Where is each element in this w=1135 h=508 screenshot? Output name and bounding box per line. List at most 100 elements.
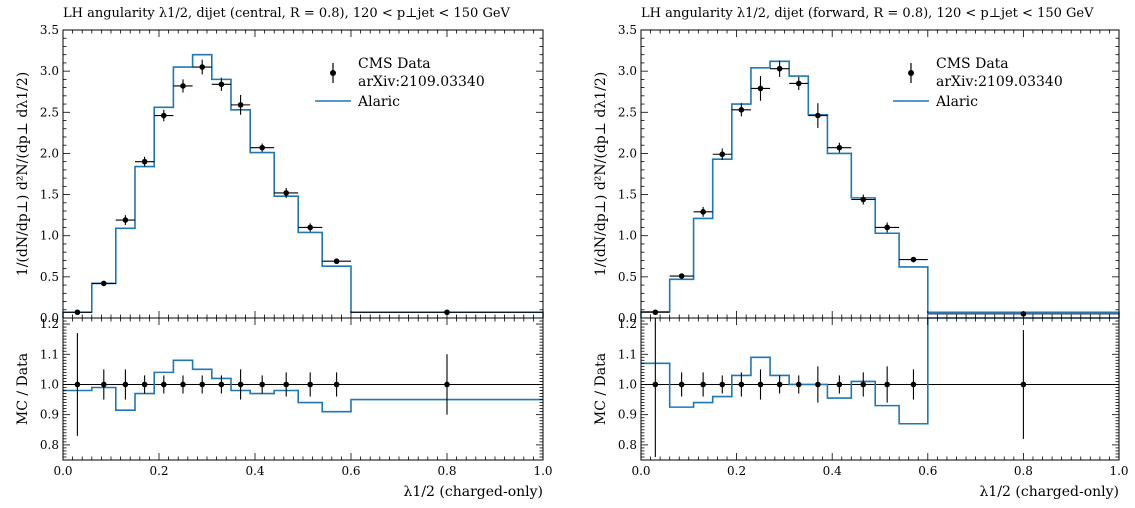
data-point [669,273,694,279]
data-marker [237,102,244,108]
ratio-point [122,369,129,400]
data-point [115,215,135,226]
ratio-marker [860,381,867,388]
data-point [641,309,670,316]
y-tick-label: 3.0 [40,64,59,78]
ratio-tick-label: 0.8 [40,438,59,452]
data-point [231,95,251,115]
data-point [808,103,828,128]
y-tick-label: 3.5 [618,23,637,37]
ratio-marker [199,381,205,388]
y-tick-label: 3.5 [40,23,59,37]
data-marker [700,209,706,215]
x-axis-label: λ1/2 (charged-only) [980,484,1119,500]
ratio-marker [101,381,107,388]
ratio-tick-label: 1.1 [40,347,59,361]
data-marker [678,273,685,279]
data-point [731,103,751,117]
data-point [211,77,231,91]
y-tick-label: 0.0 [40,311,59,325]
y-tick-label: 0.0 [618,311,637,325]
ratio-marker [283,381,290,388]
chart-panel-central: LH angularity λ1/2, dijet (central, R = … [15,6,553,500]
ratio-tick-label: 1.0 [40,377,59,391]
legend: CMS Data arXiv:2109.03340 Alaric [315,56,485,110]
x-tick-label: 0.0 [53,464,72,478]
data-point [693,206,713,217]
data-point [173,79,193,93]
data-marker [860,196,867,203]
ratio-point [101,369,107,400]
ratio-point [333,372,340,397]
ratio-tick-label: 1.0 [618,377,637,391]
ratio-point [757,369,764,400]
ratio-point [74,333,81,436]
y-tick-label: 2.5 [618,105,637,119]
y-tick-label: 2.5 [40,105,59,119]
legend-mc-label: Alaric [357,94,400,110]
ratio-tick-label: 1.2 [40,317,59,331]
data-marker [307,224,314,231]
y-tick-label: 2.0 [40,146,59,160]
data-marker [719,151,726,158]
ratio-point [161,375,167,394]
legend-reference-label: arXiv:2109.03340 [936,74,1063,90]
legend-data-marker [330,70,336,76]
legend: CMS Data arXiv:2109.03340 Alaric [893,56,1063,110]
y-axis-label: 1/(dN/dp⊥) d²N/(dp⊥ dλ1/2) [593,72,609,276]
ratio-point [218,375,225,394]
data-marker [795,80,802,87]
ratio-marker [719,381,726,388]
data-marker [333,258,340,265]
data-marker [259,144,266,151]
y-tick-label: 0.5 [618,270,637,284]
y-tick-label: 0.5 [40,270,59,284]
data-marker [101,280,107,287]
data-point [875,222,900,233]
data-point [192,59,212,75]
ratio-mc-line [641,317,1119,425]
legend-data-label: CMS Data [358,56,431,72]
data-marker [74,309,81,316]
data-marker [910,256,917,263]
data-point [712,148,732,161]
x-tick-label: 0.6 [918,464,937,478]
x-tick-label: 0.8 [437,464,456,478]
ratio-point [815,366,821,403]
ratio-point [738,372,745,397]
ratio-point [259,375,266,394]
ratio-marker [74,381,81,388]
ratio-axis-label: MC / Data [593,353,609,425]
ratio-marker [910,381,917,388]
data-point [154,109,174,122]
ratio-point [910,369,917,400]
data-marker [884,224,890,231]
chart-panel-forward: LH angularity λ1/2, dijet (forward, R = … [593,6,1129,500]
ratio-tick-label: 1.2 [618,317,637,331]
x-tick-label: 0.2 [149,464,168,478]
y-tick-label: 2.0 [618,146,637,160]
data-marker [283,190,290,196]
ratio-point [1020,330,1027,439]
ratio-point [836,375,843,394]
ratio-plot-frame [62,317,544,461]
legend-data-label: CMS Data [936,56,1009,72]
ratio-point [700,372,706,397]
ratio-point [776,375,783,394]
x-tick-label: 1.0 [1109,464,1128,478]
chart-title: LH angularity λ1/2, dijet (forward, R = … [641,6,1094,21]
mc-histogram-line [62,53,544,318]
ratio-marker [884,381,890,388]
data-marker [815,112,821,119]
data-marker [836,144,843,151]
data-point [827,142,852,153]
ratio-point [141,375,148,394]
data-marker [161,112,167,119]
x-tick-label: 1.0 [533,464,552,478]
x-tick-label: 0.4 [245,464,264,478]
y-axis-label: 1/(dN/dp⊥) d²N/(dp⊥ dλ1/2) [15,72,31,276]
data-marker [122,217,129,223]
data-point [250,143,275,152]
data-point [899,256,928,263]
